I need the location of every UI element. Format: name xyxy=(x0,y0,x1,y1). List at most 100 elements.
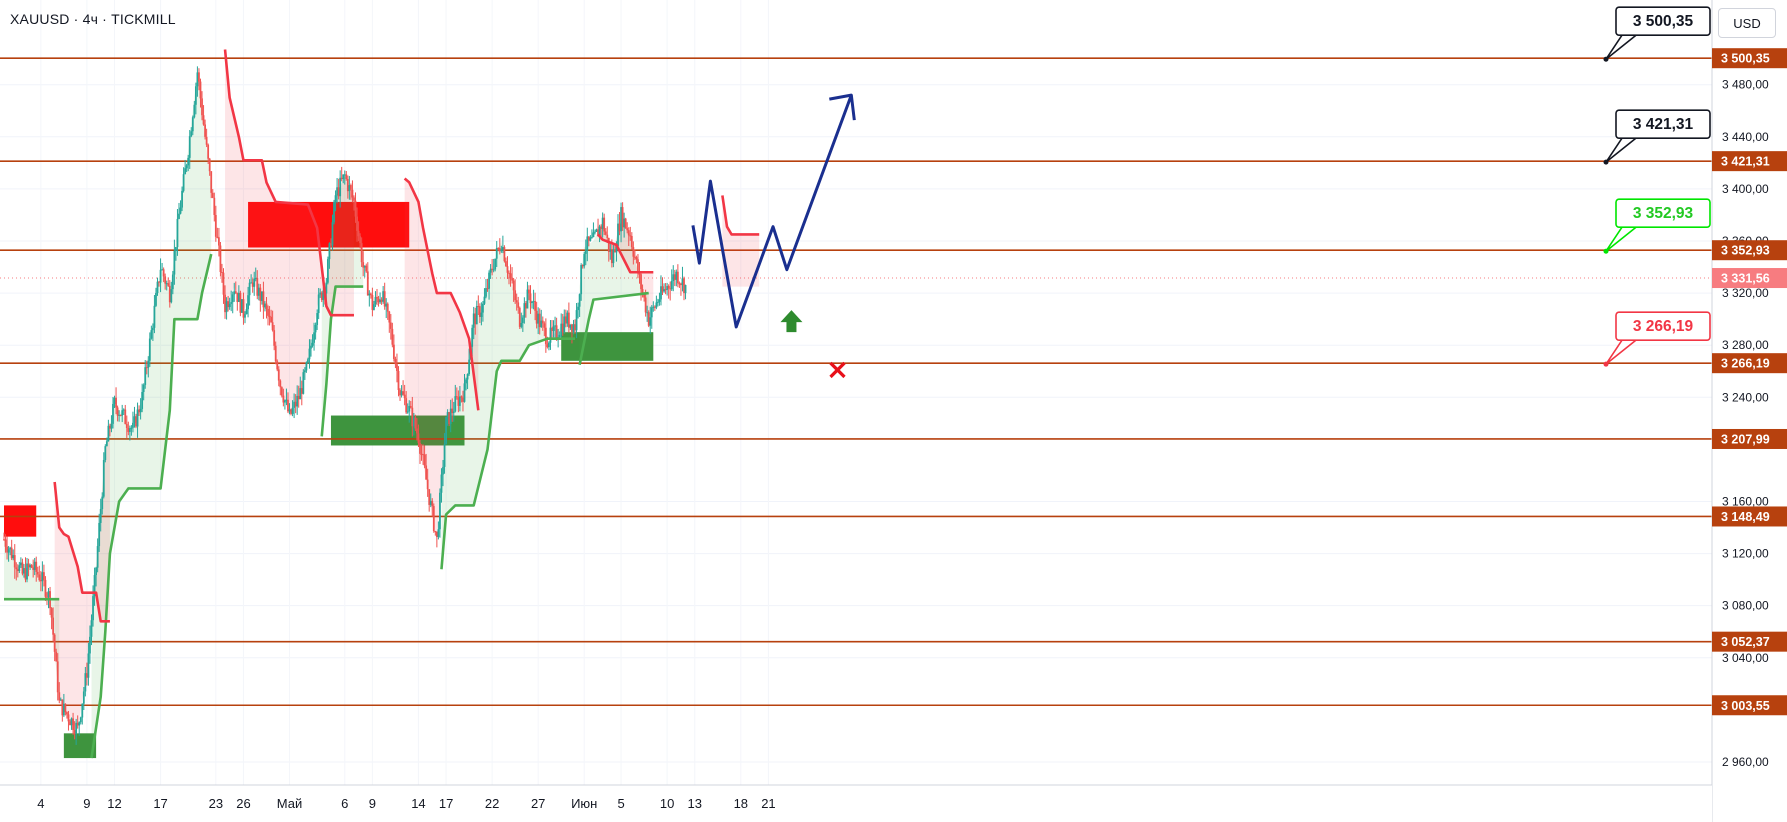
time-tick-label: 6 xyxy=(341,796,348,811)
candle-body xyxy=(637,259,639,274)
candle xyxy=(32,559,35,578)
time-tick-label: 17 xyxy=(439,796,453,811)
candle xyxy=(81,703,84,725)
candle-body xyxy=(290,409,292,414)
supertrend-down-line xyxy=(223,49,354,317)
candle-body xyxy=(104,446,107,460)
candle xyxy=(455,387,458,400)
candle xyxy=(102,452,105,499)
candle-body xyxy=(13,555,16,568)
candle xyxy=(567,302,570,333)
candle xyxy=(211,189,214,199)
candle xyxy=(555,317,558,341)
candle-body xyxy=(652,306,655,308)
candle-body xyxy=(396,364,398,371)
candle-body xyxy=(649,317,652,326)
candle-body xyxy=(540,320,543,328)
price-callout[interactable]: 3 352,93 xyxy=(1603,198,1711,254)
candle xyxy=(132,411,134,433)
price-callout[interactable]: 3 266,19 xyxy=(1603,311,1711,367)
candle-body xyxy=(136,409,139,427)
candle xyxy=(205,128,208,148)
candle-body xyxy=(262,291,265,308)
price-tick-label: 3 240,00 xyxy=(1722,390,1769,404)
candle xyxy=(145,360,148,375)
candle-body xyxy=(408,406,411,412)
candle xyxy=(244,311,246,324)
candle-body xyxy=(655,302,658,308)
candle xyxy=(161,262,164,271)
price-callout[interactable]: 3 421,31 xyxy=(1603,109,1711,165)
candle xyxy=(59,697,62,701)
candle-body xyxy=(411,407,414,427)
candle-body xyxy=(21,562,24,574)
candle xyxy=(128,425,131,441)
candle-body xyxy=(46,596,48,598)
candle xyxy=(405,391,408,415)
callout-pointer xyxy=(1605,339,1637,365)
candle-body xyxy=(64,703,67,713)
candle xyxy=(187,154,190,172)
candle xyxy=(663,283,665,293)
candle-body xyxy=(173,250,176,275)
candle-body xyxy=(273,330,276,346)
candle xyxy=(440,468,443,503)
candle xyxy=(630,232,633,250)
candle xyxy=(483,288,486,306)
candle-body xyxy=(297,395,300,400)
price-axis[interactable] xyxy=(1712,0,1787,822)
candle-body xyxy=(548,342,550,348)
candle-body xyxy=(669,288,672,290)
candle xyxy=(105,437,108,447)
candle-body xyxy=(587,236,590,241)
candle xyxy=(667,284,670,299)
time-axis[interactable] xyxy=(0,785,1712,822)
price-callout[interactable]: 3 500,35 xyxy=(1603,6,1711,62)
candle xyxy=(544,318,547,353)
candle xyxy=(485,278,487,299)
candle-body xyxy=(442,466,444,475)
candle-body xyxy=(598,226,601,237)
candle-body xyxy=(525,303,527,309)
candle xyxy=(653,305,656,311)
candle xyxy=(676,264,679,288)
candle-body xyxy=(218,237,220,246)
candle-body xyxy=(574,324,576,331)
level-price-tag xyxy=(1712,240,1787,261)
candle xyxy=(159,258,162,293)
candle xyxy=(279,379,282,396)
candle xyxy=(406,403,409,414)
candle xyxy=(650,305,653,329)
candle xyxy=(87,642,90,686)
candle xyxy=(247,286,249,318)
candle xyxy=(264,301,266,312)
candle xyxy=(512,277,515,302)
candle-body xyxy=(113,397,116,404)
candle-body xyxy=(73,730,76,735)
candle xyxy=(213,192,216,222)
candle xyxy=(345,170,348,181)
candle xyxy=(408,400,411,423)
candle xyxy=(15,562,18,581)
candle xyxy=(214,205,217,242)
time-tick-label: 14 xyxy=(411,796,425,811)
candle xyxy=(300,380,303,406)
candle xyxy=(420,444,423,461)
candle xyxy=(218,227,220,257)
candle-body xyxy=(50,608,53,618)
candle-body xyxy=(141,391,144,409)
candle-body xyxy=(264,303,266,308)
candle xyxy=(274,341,277,365)
candle xyxy=(227,295,230,312)
candle xyxy=(431,498,434,517)
candle-body xyxy=(322,290,325,300)
candle xyxy=(428,489,431,512)
candle-body xyxy=(491,268,494,270)
candle xyxy=(558,331,561,338)
candle-body xyxy=(529,293,532,304)
currency-button[interactable]: USD xyxy=(1718,8,1776,38)
candle-body xyxy=(514,290,517,301)
candle xyxy=(525,301,527,318)
